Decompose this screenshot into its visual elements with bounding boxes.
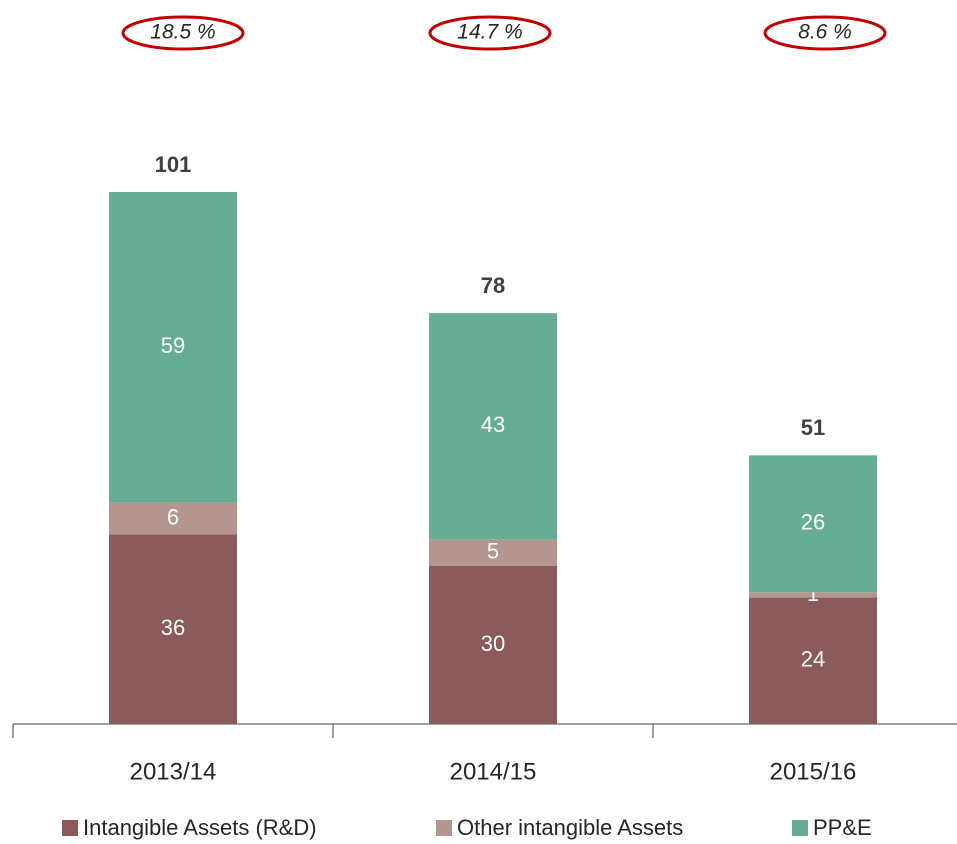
segment-label: 26 bbox=[801, 510, 825, 535]
annotation-ellipse bbox=[121, 15, 245, 51]
annotation: 8.6 % bbox=[798, 21, 852, 44]
annotation: 18.5 % bbox=[150, 21, 215, 44]
total-label: 78 bbox=[481, 273, 505, 298]
bar-segment bbox=[429, 565, 557, 724]
bar-segment bbox=[749, 597, 877, 724]
segment-label: 59 bbox=[161, 333, 185, 358]
bar-segment bbox=[109, 502, 237, 535]
segment-label: 30 bbox=[481, 631, 505, 656]
legend-label: Intangible Assets (R&D) bbox=[83, 815, 317, 840]
legend-swatch bbox=[436, 820, 452, 836]
legend-label: Other intangible Assets bbox=[457, 815, 683, 840]
bar-segment bbox=[109, 534, 237, 724]
annotation: 14.7 % bbox=[457, 21, 522, 44]
x-tick-label: 2013/14 bbox=[130, 758, 217, 785]
segment-label: 43 bbox=[481, 412, 505, 437]
annotation-ellipse bbox=[428, 15, 552, 51]
x-tick-label: 2014/15 bbox=[450, 758, 537, 785]
total-label: 51 bbox=[801, 415, 825, 440]
segment-label: 5 bbox=[487, 539, 499, 564]
segment-label: 24 bbox=[801, 647, 825, 672]
bar-segment bbox=[429, 539, 557, 566]
bar-segment bbox=[429, 313, 557, 540]
segment-label: 6 bbox=[167, 504, 179, 529]
bar-segment bbox=[749, 455, 877, 593]
annotation-ellipse bbox=[763, 15, 887, 51]
legend-swatch bbox=[792, 820, 808, 836]
x-tick-label: 2015/16 bbox=[770, 758, 857, 785]
segment-label: 36 bbox=[161, 615, 185, 640]
legend-label: PP&E bbox=[813, 815, 872, 840]
legend-swatch bbox=[62, 820, 78, 836]
bar-segment bbox=[109, 192, 237, 503]
bar-segment bbox=[749, 592, 877, 598]
total-label: 101 bbox=[155, 152, 192, 177]
